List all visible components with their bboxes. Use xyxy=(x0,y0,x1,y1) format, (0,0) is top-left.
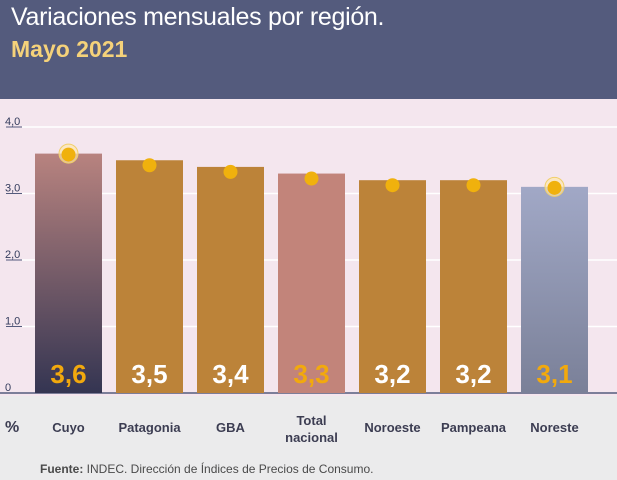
bar-marker xyxy=(466,178,481,193)
data-label: 3,1 xyxy=(536,359,572,389)
y-tick-label: 3,0 xyxy=(5,183,20,195)
y-tick-label: 4,0 xyxy=(5,116,20,128)
bar xyxy=(197,166,264,393)
data-label: 3,2 xyxy=(374,359,410,389)
bar xyxy=(521,186,588,393)
source-label: Fuente: xyxy=(40,462,84,476)
data-label: 3,5 xyxy=(131,359,167,389)
bar-marker xyxy=(385,178,400,193)
y-axis-label: % xyxy=(5,419,19,436)
y-tick-label: 1,0 xyxy=(5,316,20,328)
source-note: Fuente: INDEC. Dirección de Índices de P… xyxy=(40,462,373,476)
x-tick-label: Total xyxy=(296,413,326,428)
x-tick-label: Cuyo xyxy=(52,420,85,435)
y-tick-label: 2,0 xyxy=(5,249,20,261)
bar xyxy=(359,180,426,393)
x-tick-label: Noroeste xyxy=(364,420,420,435)
data-label: 3,6 xyxy=(50,359,86,389)
data-label: 3,3 xyxy=(293,359,329,389)
data-label: 3,2 xyxy=(455,359,491,389)
bar xyxy=(35,153,102,393)
x-tick-label: Pampeana xyxy=(441,420,507,435)
bar xyxy=(278,173,345,393)
bar-marker xyxy=(61,147,76,162)
x-tick-label: Patagonia xyxy=(118,420,181,435)
chart-title: Variaciones mensuales por región. xyxy=(11,3,385,31)
header-band: Variaciones mensuales por región. Mayo 2… xyxy=(0,0,617,99)
chart-subtitle: Mayo 2021 xyxy=(11,36,128,62)
x-tick-label: nacional xyxy=(285,430,338,445)
bar-marker xyxy=(547,180,562,195)
x-tick-label: GBA xyxy=(216,420,246,435)
y-tick-label: 0 xyxy=(5,382,11,394)
data-label: 3,4 xyxy=(212,359,249,389)
bar xyxy=(116,160,183,393)
x-tick-label: Noreste xyxy=(530,420,578,435)
bar-marker xyxy=(223,164,238,179)
bar-marker xyxy=(304,171,319,186)
bar xyxy=(440,180,507,393)
source-text: INDEC. Dirección de Índices de Precios d… xyxy=(83,462,374,476)
bar-marker xyxy=(142,158,157,173)
